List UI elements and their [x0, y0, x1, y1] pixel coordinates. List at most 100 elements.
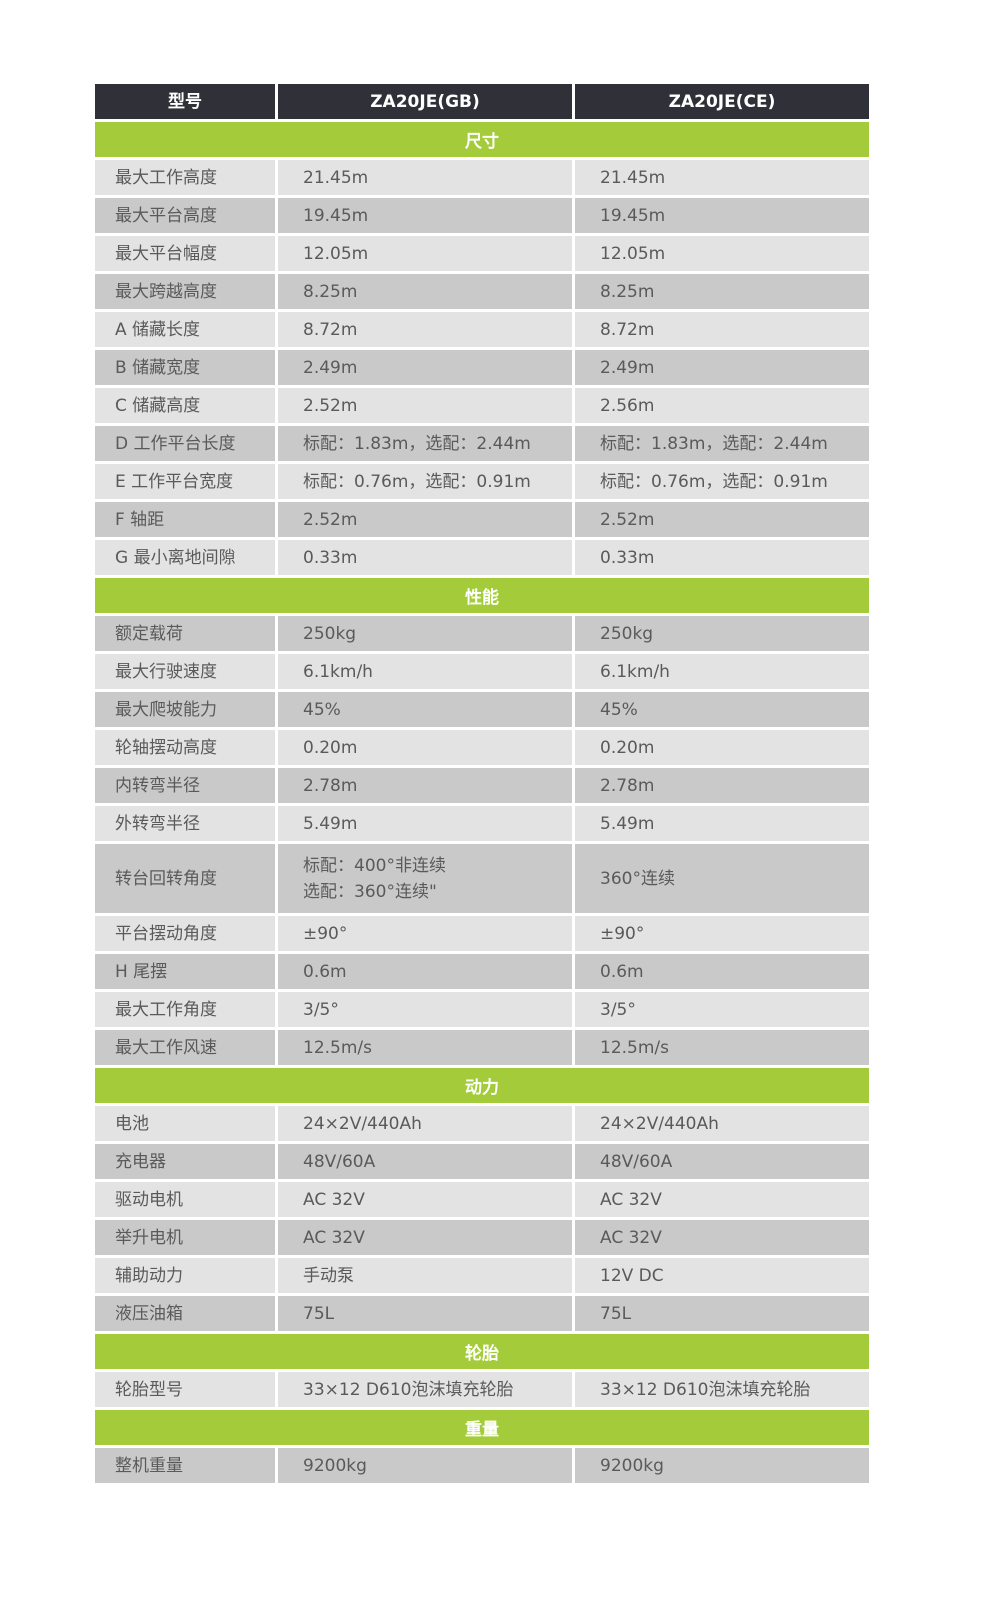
cell-gb-value: 19.45m [278, 198, 572, 233]
cell-ce-value: 2.52m [575, 502, 869, 537]
table-row: 充电器 48V/60A 48V/60A [95, 1144, 869, 1179]
table-row: B 储藏宽度 2.49m 2.49m [95, 350, 869, 385]
section-header: 尺寸 [95, 122, 869, 157]
cell-ce-value: 45% [575, 692, 869, 727]
table-row: 最大平台幅度 12.05m 12.05m [95, 236, 869, 271]
cell-label: 充电器 [95, 1144, 275, 1179]
table-row: 最大工作高度 21.45m 21.45m [95, 160, 869, 195]
cell-label: 电池 [95, 1106, 275, 1141]
cell-gb-value: 0.33m [278, 540, 572, 575]
cell-label: H 尾摆 [95, 954, 275, 989]
section-header: 性能 [95, 578, 869, 613]
cell-label: 最大爬坡能力 [95, 692, 275, 727]
cell-ce-value: 12.05m [575, 236, 869, 271]
cell-gb-value: 12.05m [278, 236, 572, 271]
cell-gb-value: AC 32V [278, 1220, 572, 1255]
cell-gb-value: 标配：1.83m，选配：2.44m [278, 426, 572, 461]
cell-label: 最大工作风速 [95, 1030, 275, 1065]
cell-ce-value: 0.6m [575, 954, 869, 989]
section-header: 轮胎 [95, 1334, 869, 1369]
cell-ce-value: 2.56m [575, 388, 869, 423]
cell-gb-value: 6.1km/h [278, 654, 572, 689]
cell-label: 液压油箱 [95, 1296, 275, 1331]
header-ce: ZA20JE(CE) [575, 84, 869, 119]
table-row: 平台摆动角度 ±90° ±90° [95, 916, 869, 951]
spec-table: 型号 ZA20JE(GB) ZA20JE(CE) 尺寸 最大工作高度 21.45m 2… [95, 84, 869, 1486]
table-row: 电池 24×2V/440Ah 24×2V/440Ah [95, 1106, 869, 1141]
cell-ce-value: 5.49m [575, 806, 869, 841]
cell-gb-value: 2.49m [278, 350, 572, 385]
section-header: 重量 [95, 1410, 869, 1445]
cell-label: 最大工作角度 [95, 992, 275, 1027]
cell-ce-value: 360°连续 [575, 844, 869, 913]
cell-gb-value: 8.25m [278, 274, 572, 309]
cell-ce-value: 12V DC [575, 1258, 869, 1293]
table-row: 轮轴摆动高度 0.20m 0.20m [95, 730, 869, 765]
cell-gb-value: 0.6m [278, 954, 572, 989]
cell-label: 最大平台幅度 [95, 236, 275, 271]
cell-label: 外转弯半径 [95, 806, 275, 841]
cell-gb-value: 标配：400°非连续 选配：360°连续" [278, 844, 572, 913]
cell-label: D 工作平台长度 [95, 426, 275, 461]
cell-ce-value: 0.20m [575, 730, 869, 765]
cell-gb-value: 45% [278, 692, 572, 727]
cell-label: 轮胎型号 [95, 1372, 275, 1407]
cell-gb-value: 0.20m [278, 730, 572, 765]
cell-label: 驱动电机 [95, 1182, 275, 1217]
table-row: 最大平台高度 19.45m 19.45m [95, 198, 869, 233]
cell-ce-value: 标配：1.83m，选配：2.44m [575, 426, 869, 461]
cell-ce-value: 3/5° [575, 992, 869, 1027]
cell-ce-value: 21.45m [575, 160, 869, 195]
cell-label: G 最小离地间隙 [95, 540, 275, 575]
cell-label: A 储藏长度 [95, 312, 275, 347]
cell-label: 整机重量 [95, 1448, 275, 1483]
table-row: 轮胎型号 33×12 D610泡沫填充轮胎 33×12 D610泡沫填充轮胎 [95, 1372, 869, 1407]
cell-gb-value: 8.72m [278, 312, 572, 347]
cell-label: 最大行驶速度 [95, 654, 275, 689]
cell-ce-value: 33×12 D610泡沫填充轮胎 [575, 1372, 869, 1407]
cell-ce-value: 2.78m [575, 768, 869, 803]
cell-ce-value: 48V/60A [575, 1144, 869, 1179]
cell-label: 举升电机 [95, 1220, 275, 1255]
cell-label: 额定载荷 [95, 616, 275, 651]
cell-label: C 储藏高度 [95, 388, 275, 423]
cell-label: 最大工作高度 [95, 160, 275, 195]
table-row: 液压油箱 75L 75L [95, 1296, 869, 1331]
header-model: 型号 [95, 84, 275, 119]
table-row: A 储藏长度 8.72m 8.72m [95, 312, 869, 347]
cell-gb-value: 2.52m [278, 388, 572, 423]
cell-label: 平台摆动角度 [95, 916, 275, 951]
cell-gb-value: 手动泵 [278, 1258, 572, 1293]
cell-gb-value: 33×12 D610泡沫填充轮胎 [278, 1372, 572, 1407]
table-row: D 工作平台长度 标配：1.83m，选配：2.44m 标配：1.83m，选配：2.4… [95, 426, 869, 461]
table-row: 内转弯半径 2.78m 2.78m [95, 768, 869, 803]
cell-ce-value: AC 32V [575, 1182, 869, 1217]
cell-label: 最大跨越高度 [95, 274, 275, 309]
header-gb: ZA20JE(GB) [278, 84, 572, 119]
table-row: 最大爬坡能力 45% 45% [95, 692, 869, 727]
table-row: 最大工作角度 3/5° 3/5° [95, 992, 869, 1027]
cell-label: E 工作平台宽度 [95, 464, 275, 499]
cell-label: B 储藏宽度 [95, 350, 275, 385]
cell-ce-value: 6.1km/h [575, 654, 869, 689]
cell-ce-value: 8.72m [575, 312, 869, 347]
cell-gb-value: AC 32V [278, 1182, 572, 1217]
table-row: F 轴距 2.52m 2.52m [95, 502, 869, 537]
table-row: E 工作平台宽度 标配：0.76m，选配：0.91m 标配：0.76m，选配：0.9… [95, 464, 869, 499]
cell-ce-value: 标配：0.76m，选配：0.91m [575, 464, 869, 499]
table-row: H 尾摆 0.6m 0.6m [95, 954, 869, 989]
cell-label: 最大平台高度 [95, 198, 275, 233]
cell-gb-value: 2.52m [278, 502, 572, 537]
table-row: 驱动电机 AC 32V AC 32V [95, 1182, 869, 1217]
cell-ce-value: 12.5m/s [575, 1030, 869, 1065]
cell-label: 内转弯半径 [95, 768, 275, 803]
cell-gb-value: 48V/60A [278, 1144, 572, 1179]
table-row: 最大工作风速 12.5m/s 12.5m/s [95, 1030, 869, 1065]
cell-ce-value: 0.33m [575, 540, 869, 575]
table-row: 整机重量 9200kg 9200kg [95, 1448, 869, 1483]
table-row: 最大行驶速度 6.1km/h 6.1km/h [95, 654, 869, 689]
section-header: 动力 [95, 1068, 869, 1103]
cell-label: 转台回转角度 [95, 844, 275, 913]
cell-ce-value: ±90° [575, 916, 869, 951]
cell-gb-value: 21.45m [278, 160, 572, 195]
